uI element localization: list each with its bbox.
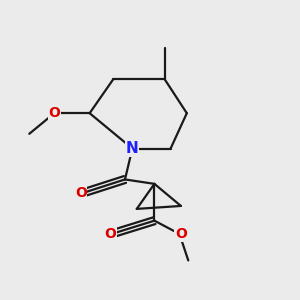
Text: O: O bbox=[75, 186, 87, 200]
Text: N: N bbox=[126, 141, 139, 156]
Text: O: O bbox=[175, 227, 187, 241]
Text: O: O bbox=[104, 227, 116, 241]
Text: O: O bbox=[48, 106, 60, 120]
